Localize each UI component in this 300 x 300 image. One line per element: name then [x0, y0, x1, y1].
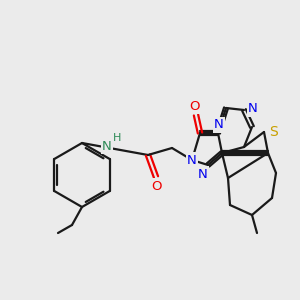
Text: S: S — [268, 125, 278, 139]
Text: N: N — [248, 103, 258, 116]
Text: N: N — [214, 118, 224, 131]
Text: N: N — [102, 140, 112, 153]
Text: N: N — [187, 154, 197, 166]
Text: O: O — [190, 100, 200, 112]
Text: O: O — [152, 179, 162, 193]
Text: N: N — [198, 167, 208, 181]
Text: H: H — [113, 133, 121, 142]
